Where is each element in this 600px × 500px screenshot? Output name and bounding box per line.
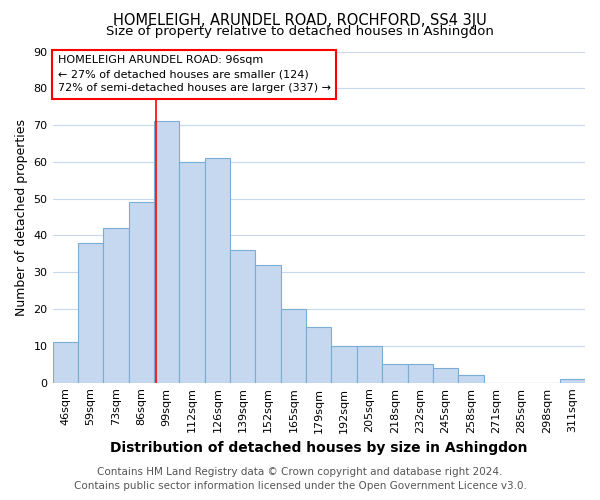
Bar xyxy=(154,122,179,382)
Text: Size of property relative to detached houses in Ashingdon: Size of property relative to detached ho… xyxy=(106,25,494,38)
Bar xyxy=(205,158,230,382)
Bar xyxy=(78,243,103,382)
Bar xyxy=(433,368,458,382)
Bar xyxy=(306,328,331,382)
Bar xyxy=(179,162,205,382)
Bar xyxy=(103,228,128,382)
Bar xyxy=(458,376,484,382)
Bar xyxy=(331,346,357,383)
Bar xyxy=(281,309,306,382)
Bar xyxy=(128,202,154,382)
Bar xyxy=(382,364,407,382)
Text: Contains HM Land Registry data © Crown copyright and database right 2024.
Contai: Contains HM Land Registry data © Crown c… xyxy=(74,467,526,491)
Bar xyxy=(357,346,382,383)
Text: HOMELEIGH, ARUNDEL ROAD, ROCHFORD, SS4 3JU: HOMELEIGH, ARUNDEL ROAD, ROCHFORD, SS4 3… xyxy=(113,12,487,28)
Bar xyxy=(53,342,78,382)
Bar xyxy=(560,379,585,382)
Y-axis label: Number of detached properties: Number of detached properties xyxy=(15,118,28,316)
Bar xyxy=(256,265,281,382)
X-axis label: Distribution of detached houses by size in Ashingdon: Distribution of detached houses by size … xyxy=(110,441,527,455)
Bar xyxy=(407,364,433,382)
Text: HOMELEIGH ARUNDEL ROAD: 96sqm
← 27% of detached houses are smaller (124)
72% of : HOMELEIGH ARUNDEL ROAD: 96sqm ← 27% of d… xyxy=(58,55,331,93)
Bar xyxy=(230,250,256,382)
